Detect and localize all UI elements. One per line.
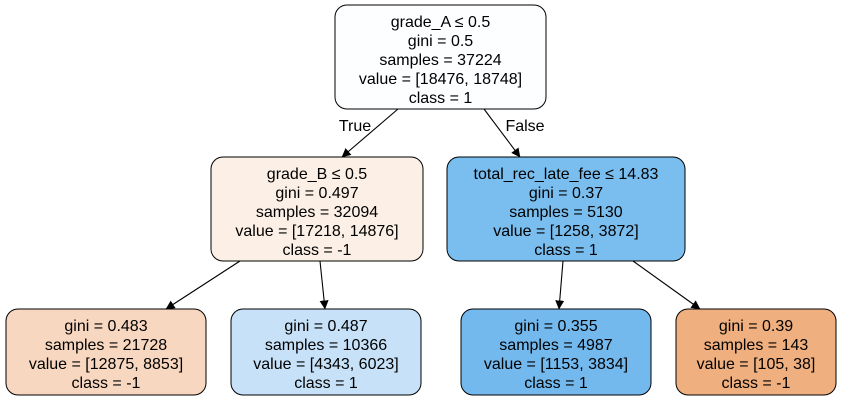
edge-root-to-right <box>483 108 521 158</box>
edge-left-to-left-left <box>165 260 241 310</box>
edge-right-to-right-right <box>632 260 701 310</box>
node-box <box>5 308 207 396</box>
node-samples: samples = 143 <box>704 337 809 354</box>
node-split-rule: grade_B ≤ 0.5 <box>267 166 368 183</box>
node-class: class = 1 <box>294 375 358 392</box>
tree-leaf-left-left: gini = 0.483 samples = 21728 value = [12… <box>5 308 207 396</box>
node-value: value = [105, 38] <box>697 356 816 373</box>
node-samples: samples = 10366 <box>265 337 387 354</box>
node-samples: samples = 37224 <box>379 52 501 69</box>
tree-node-root: grade_A ≤ 0.5 gini = 0.5 samples = 37224… <box>334 4 547 110</box>
tree-node-right: total_rec_late_fee ≤ 14.83 gini = 0.37 s… <box>446 156 686 262</box>
node-class: class = 1 <box>524 375 588 392</box>
node-value: value = [17218, 14876] <box>235 223 398 240</box>
edge-label-true: True <box>339 118 371 135</box>
node-class: class = -1 <box>722 375 791 392</box>
node-class: class = 1 <box>534 242 598 259</box>
node-gini: gini = 0.355 <box>514 318 597 335</box>
node-gini: gini = 0.483 <box>64 318 147 335</box>
edge-left-to-left-right <box>319 260 329 310</box>
node-split-rule: grade_A ≤ 0.5 <box>391 14 491 31</box>
node-value: value = [18476, 18748] <box>359 71 522 88</box>
node-gini: gini = 0.5 <box>408 33 473 50</box>
node-samples: samples = 32094 <box>256 204 378 221</box>
node-box <box>230 308 422 396</box>
edge-root-to-left <box>341 108 399 158</box>
tree-node-left: grade_B ≤ 0.5 gini = 0.497 samples = 320… <box>210 156 424 262</box>
node-class: class = -1 <box>72 375 141 392</box>
tree-leaf-right-left: gini = 0.355 samples = 4987 value = [115… <box>460 308 652 396</box>
node-box <box>675 308 837 396</box>
node-gini: gini = 0.37 <box>529 185 603 202</box>
tree-leaf-right-right: gini = 0.39 samples = 143 value = [105, … <box>675 308 837 396</box>
node-gini: gini = 0.497 <box>275 185 358 202</box>
node-split-rule: total_rec_late_fee ≤ 14.83 <box>474 166 659 183</box>
node-box <box>334 4 547 110</box>
edge-right-to-right-left <box>555 260 565 310</box>
node-value: value = [12875, 8853] <box>29 356 183 373</box>
edge-label-false: False <box>505 118 544 135</box>
node-box <box>210 156 424 262</box>
node-gini: gini = 0.39 <box>719 318 793 335</box>
node-value: value = [4343, 6023] <box>253 356 398 373</box>
tree-edges: True False <box>165 108 701 310</box>
node-box <box>460 308 652 396</box>
node-value: value = [1153, 3834] <box>484 356 628 373</box>
node-box <box>446 156 686 262</box>
node-samples: samples = 21728 <box>45 337 167 354</box>
node-value: value = [1258, 3872] <box>493 223 638 240</box>
node-class: class = -1 <box>283 242 352 259</box>
tree-leaf-left-right: gini = 0.487 samples = 10366 value = [43… <box>230 308 422 396</box>
node-gini: gini = 0.487 <box>284 318 367 335</box>
node-samples: samples = 4987 <box>499 337 613 354</box>
node-class: class = 1 <box>409 90 473 107</box>
node-samples: samples = 5130 <box>509 204 623 221</box>
